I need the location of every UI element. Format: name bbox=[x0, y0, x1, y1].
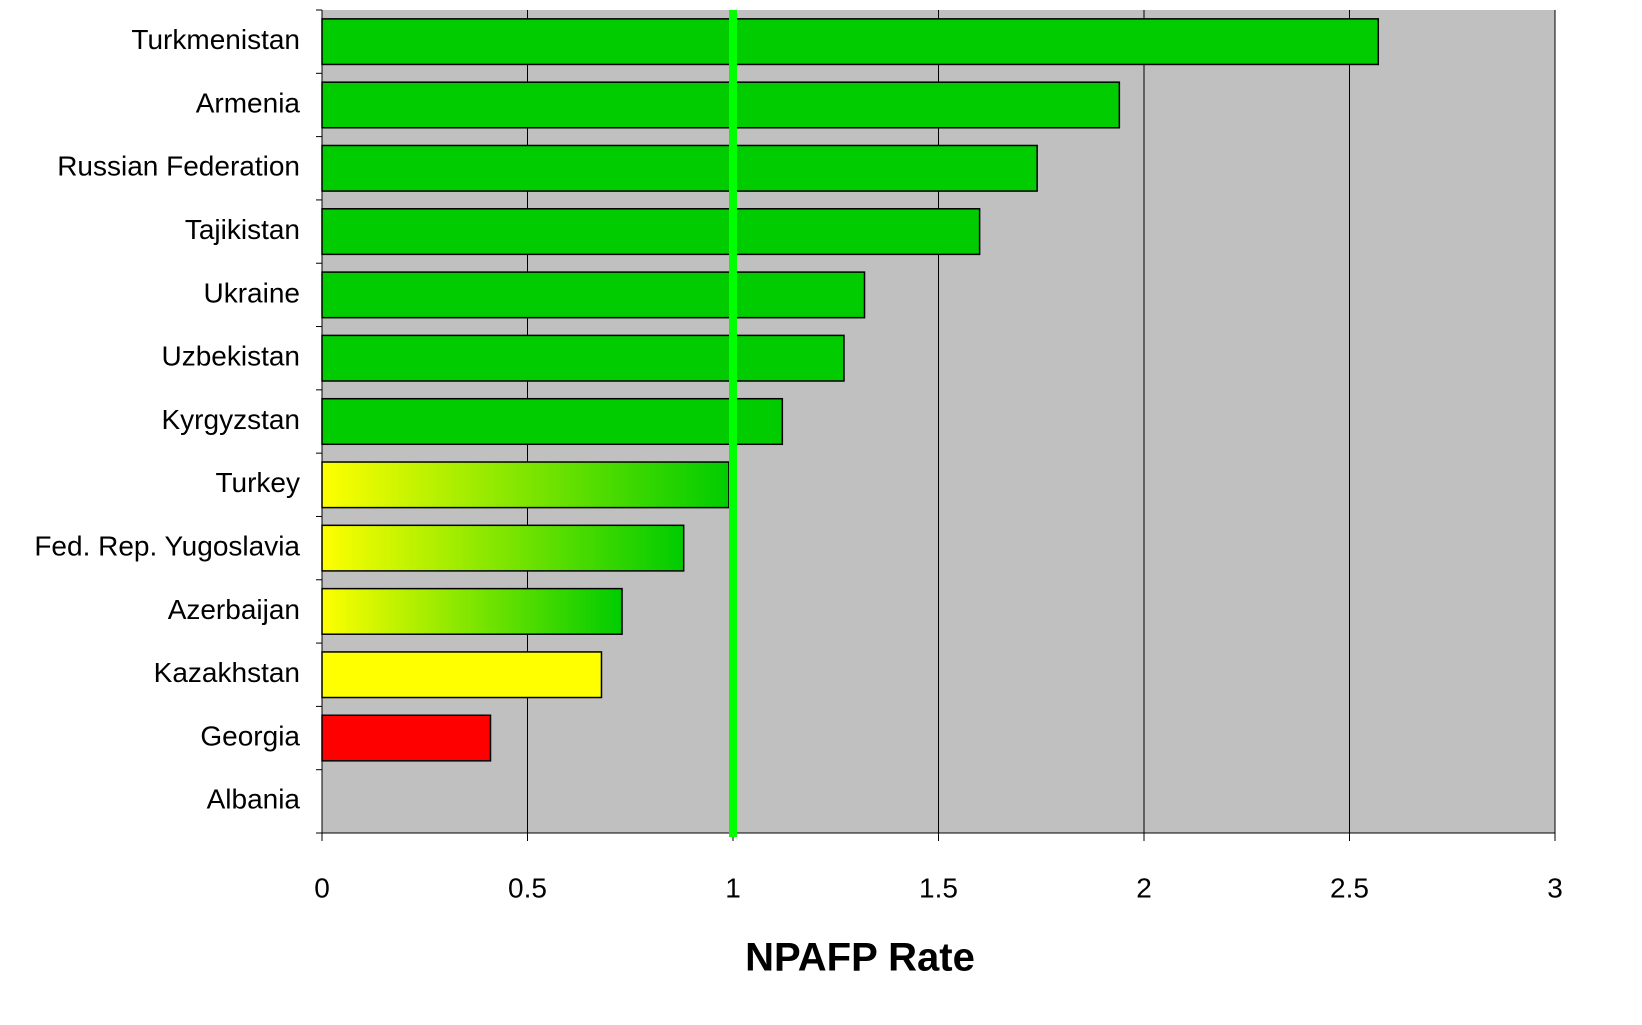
x-tick-label: 1.5 bbox=[919, 872, 958, 903]
bar bbox=[321, 334, 845, 382]
x-tick-label: 2 bbox=[1136, 872, 1152, 903]
y-tick-label: Georgia bbox=[200, 720, 300, 751]
x-tick-label: 2.5 bbox=[1330, 872, 1369, 903]
bar bbox=[321, 461, 730, 509]
y-tick-label: Kyrgyzstan bbox=[162, 404, 301, 435]
y-tick-label: Turkey bbox=[215, 467, 300, 498]
y-tick-label: Russian Federation bbox=[57, 151, 300, 182]
bar bbox=[321, 271, 866, 319]
bar bbox=[321, 651, 603, 699]
y-tick-label: Albania bbox=[207, 784, 301, 815]
y-tick-label: Azerbaijan bbox=[168, 594, 300, 625]
y-tick-label: Fed. Rep. Yugoslavia bbox=[34, 531, 300, 562]
bar bbox=[321, 714, 492, 762]
x-axis-label: NPAFP Rate bbox=[745, 936, 975, 980]
x-tick-label: 0.5 bbox=[508, 872, 547, 903]
y-tick-label: Ukraine bbox=[204, 277, 300, 308]
y-tick-label: Tajikistan bbox=[185, 214, 300, 245]
bar bbox=[321, 18, 1380, 66]
bar bbox=[321, 208, 981, 256]
x-tick-label: 1 bbox=[725, 872, 741, 903]
x-tick-label: 3 bbox=[1547, 872, 1563, 903]
y-tick-label: Uzbekistan bbox=[161, 341, 300, 372]
bar bbox=[321, 144, 1038, 192]
bar bbox=[321, 397, 784, 446]
bar bbox=[321, 587, 623, 635]
bar bbox=[321, 524, 685, 572]
y-tick-label: Kazakhstan bbox=[154, 657, 300, 688]
x-tick-label: 0 bbox=[314, 872, 330, 903]
y-tick-label: Armenia bbox=[196, 87, 301, 118]
y-tick-label: Turkmenistan bbox=[131, 24, 300, 55]
bar bbox=[321, 81, 1121, 129]
